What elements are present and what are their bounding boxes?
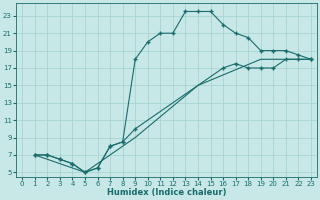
- X-axis label: Humidex (Indice chaleur): Humidex (Indice chaleur): [107, 188, 226, 197]
